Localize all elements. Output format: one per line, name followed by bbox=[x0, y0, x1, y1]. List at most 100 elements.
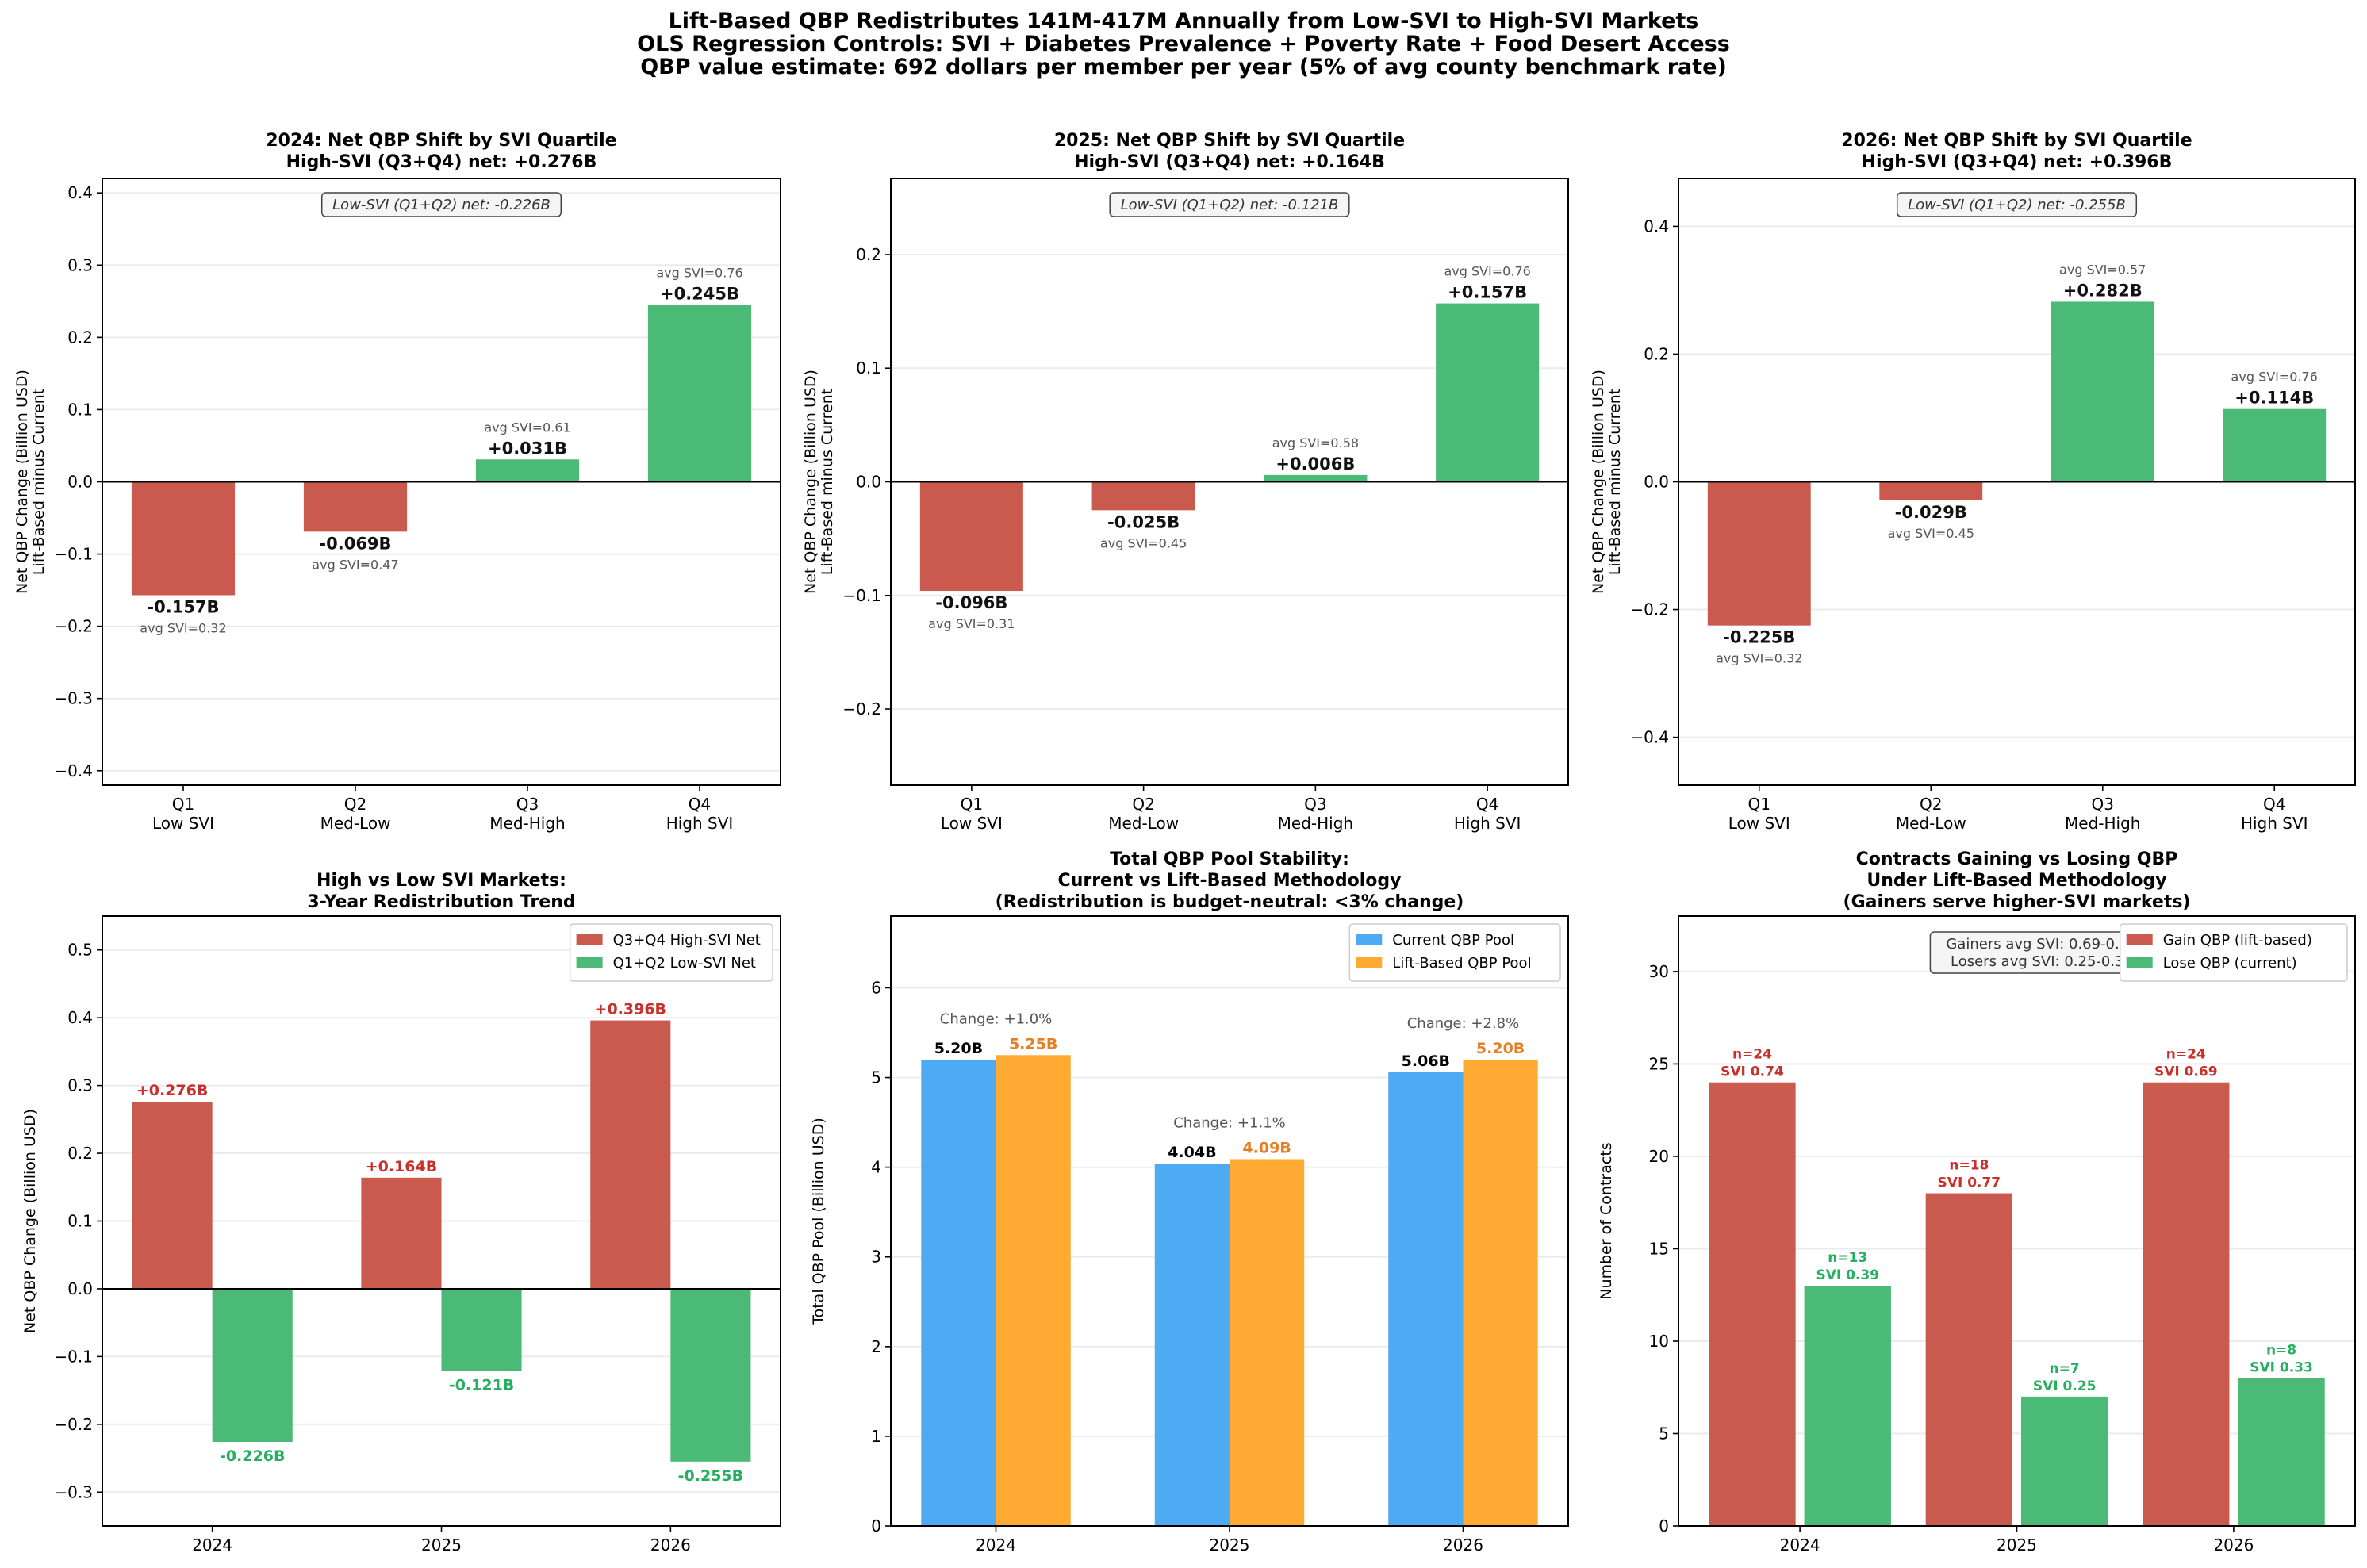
y-tick-label: 1 bbox=[871, 1427, 881, 1446]
x-tick-label: Low SVI bbox=[1728, 814, 1790, 833]
x-tick-label: 2026 bbox=[1443, 1535, 1483, 1555]
value-label: +0.114B bbox=[2235, 389, 2314, 408]
svi-label: avg SVI=0.76 bbox=[2231, 370, 2318, 385]
y-tick-label: 0.5 bbox=[67, 941, 93, 960]
bar bbox=[212, 1288, 293, 1443]
x-tick-label: 2026 bbox=[2213, 1535, 2254, 1555]
x-tick-label: Low SVI bbox=[152, 814, 214, 833]
x-tick-label: Q1 bbox=[1748, 795, 1770, 814]
y-tick-label: −0.2 bbox=[54, 1415, 93, 1434]
panel-6-title-line: Contracts Gaining vs Losing QBP bbox=[1855, 849, 2178, 869]
legend-swatch bbox=[2126, 934, 2153, 945]
y-axis-label: Number of Contracts bbox=[1598, 1142, 1615, 1299]
bar bbox=[1707, 481, 1811, 626]
x-tick-label: Med-High bbox=[1278, 814, 1353, 833]
panel-4-title: High vs Low SVI Markets: 3-Year Redistri… bbox=[102, 870, 781, 913]
y-tick-label: 0.2 bbox=[67, 328, 93, 347]
annotation-box bbox=[1109, 192, 1350, 217]
y-tick-label: 0.0 bbox=[67, 1279, 93, 1298]
change-annotation: Change: +1.1% bbox=[1173, 1114, 1286, 1131]
value-label: +0.282B bbox=[2063, 281, 2143, 300]
bar bbox=[1804, 1286, 1891, 1526]
bar bbox=[131, 481, 236, 596]
svi-label: avg SVI=0.32 bbox=[1716, 651, 1802, 666]
value-label: SVI 0.77 bbox=[1938, 1175, 2001, 1191]
y-tick-label: 15 bbox=[1649, 1239, 1669, 1258]
value-label: -0.121B bbox=[449, 1376, 514, 1394]
value-label: -0.069B bbox=[319, 534, 391, 553]
y-tick-label: 0 bbox=[871, 1516, 881, 1535]
legend-swatch bbox=[2126, 957, 2153, 968]
y-tick-label: −0.4 bbox=[1630, 728, 1669, 747]
value-label: -0.025B bbox=[1107, 512, 1180, 531]
y-tick-label: 0.3 bbox=[67, 255, 93, 274]
value-label: +0.006B bbox=[1276, 454, 1355, 473]
y-tick-label: −0.3 bbox=[54, 689, 93, 708]
change-annotation: Change: +2.8% bbox=[1407, 1015, 1520, 1032]
bar bbox=[441, 1288, 522, 1371]
panel-3-title: 2026: Net QBP Shift by SVI Quartile High… bbox=[1678, 130, 2355, 173]
y-tick-label: 0.2 bbox=[1644, 344, 1669, 363]
x-tick-label: Q1 bbox=[961, 795, 983, 814]
annotation-box bbox=[320, 192, 562, 217]
y-tick-label: 5 bbox=[871, 1068, 881, 1087]
x-tick-label: Med-Low bbox=[1896, 814, 1966, 833]
svi-label: avg SVI=0.61 bbox=[484, 420, 570, 435]
figure-title-line-2: OLS Regression Controls: SVI + Diabetes … bbox=[637, 32, 1730, 56]
bar bbox=[647, 305, 752, 482]
bar bbox=[1091, 481, 1195, 511]
svi-label: avg SVI=0.45 bbox=[1100, 535, 1187, 550]
chart-panel-3: −0.4 −0.2 0.0 0.2 0.4 -0.225B avg SVI=0.32 -0.0… bbox=[1590, 178, 2356, 833]
value-label: n=13 bbox=[1828, 1250, 1867, 1266]
y-tick-label: −0.3 bbox=[54, 1482, 93, 1501]
axes-frame bbox=[890, 178, 1569, 786]
value-label: -0.225B bbox=[1723, 628, 1795, 647]
value-label: +0.245B bbox=[660, 284, 739, 303]
annotation-text: Gainers avg SVI: 0.69-0.77 bbox=[1946, 936, 2137, 953]
value-label: n=24 bbox=[2166, 1047, 2206, 1063]
y-tick-label: 10 bbox=[1649, 1332, 1669, 1351]
panel-1-title-line: High-SVI (Q3+Q4) net: +0.276B bbox=[286, 152, 597, 172]
bar bbox=[361, 1177, 442, 1289]
value-label: -0.226B bbox=[220, 1447, 285, 1465]
panel-3-title-line: High-SVI (Q3+Q4) net: +0.396B bbox=[1861, 152, 2173, 172]
svi-label: avg SVI=0.57 bbox=[2059, 262, 2146, 277]
value-label: SVI 0.25 bbox=[2033, 1378, 2097, 1394]
x-tick-label: Med-Low bbox=[1108, 814, 1179, 833]
y-axis-label: Net QBP Change (Billion USD) bbox=[802, 370, 819, 594]
x-tick-label: Q2 bbox=[344, 795, 366, 814]
bar bbox=[1436, 303, 1540, 482]
y-axis-label: Lift-Based minus Current bbox=[1606, 389, 1624, 575]
x-tick-label: Med-High bbox=[2065, 814, 2140, 833]
panel-2-title: 2025: Net QBP Shift by SVI Quartile High… bbox=[891, 130, 1568, 173]
panel-2-title-line: High-SVI (Q3+Q4) net: +0.164B bbox=[1074, 152, 1385, 172]
bar bbox=[475, 459, 580, 482]
panel-6-title-line: Under Lift-Based Methodology bbox=[1866, 871, 2167, 891]
y-tick-label: 20 bbox=[1649, 1147, 1669, 1166]
bar bbox=[1154, 1164, 1230, 1526]
panel-5-title-line: (Redistribution is budget-neutral: <3% c… bbox=[995, 892, 1464, 912]
x-tick-label: Q3 bbox=[1304, 795, 1326, 814]
y-tick-label: 0.0 bbox=[1644, 473, 1669, 492]
value-label: n=7 bbox=[2050, 1361, 2080, 1377]
annotation-text: Low-SVI (Q1+Q2) net: -0.226B bbox=[332, 197, 551, 213]
panel-2-title-line: 2025: Net QBP Shift by SVI Quartile bbox=[1053, 131, 1406, 151]
value-label: +0.157B bbox=[1448, 283, 1527, 302]
bar bbox=[2238, 1378, 2325, 1526]
value-label: +0.031B bbox=[488, 439, 567, 458]
legend bbox=[1348, 923, 1561, 982]
svi-label: avg SVI=0.76 bbox=[656, 265, 742, 280]
y-tick-label: 0.1 bbox=[67, 400, 93, 419]
x-tick-label: Q1 bbox=[172, 795, 194, 814]
bar bbox=[303, 481, 408, 532]
y-tick-label: 0.2 bbox=[856, 245, 881, 264]
annotation-text: Low-SVI (Q1+Q2) net: -0.255B bbox=[1908, 197, 2126, 213]
legend-swatch bbox=[1356, 934, 1383, 945]
x-tick-label: Q2 bbox=[1920, 795, 1942, 814]
legend-label: Lift-Based QBP Pool bbox=[1392, 955, 1531, 972]
y-tick-label: 0.2 bbox=[67, 1144, 93, 1163]
value-label: SVI 0.69 bbox=[2154, 1064, 2218, 1080]
chart-panel-1: −0.4 −0.3 −0.2 −0.1 0.0 0.1 0.2 0.3 0.4 -0.157B av… bbox=[13, 178, 781, 833]
bar bbox=[2143, 1082, 2230, 1526]
